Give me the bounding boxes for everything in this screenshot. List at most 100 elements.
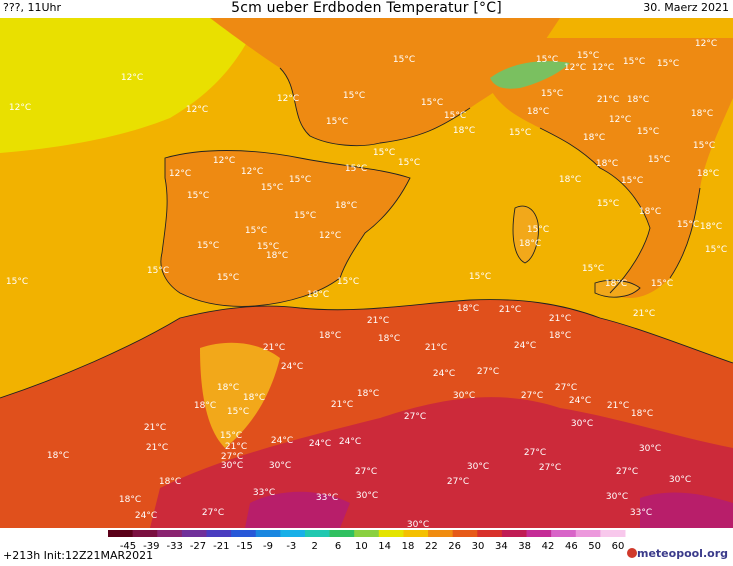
temperature-label: 18°C <box>627 95 649 105</box>
temperature-label: 21°C <box>597 95 619 105</box>
temperature-label: 21°C <box>499 305 521 315</box>
legend-tick-label: 38 <box>518 541 531 552</box>
temperature-label: 18°C <box>631 409 653 419</box>
temperature-label: 12°C <box>213 156 235 166</box>
temperature-label: 30°C <box>221 461 243 471</box>
legend-tick-label: 10 <box>355 541 368 552</box>
temperature-label: 15°C <box>398 158 420 168</box>
temperature-label: 15°C <box>197 241 219 251</box>
legend-tick-label: -3 <box>286 541 296 552</box>
temperature-label: 15°C <box>257 242 279 252</box>
legend-color-bar <box>108 530 626 537</box>
temperature-label: 15°C <box>623 57 645 67</box>
temperature-label: 18°C <box>453 126 475 136</box>
temperature-label: 18°C <box>266 251 288 261</box>
temperature-label: 21°C <box>425 343 447 353</box>
temperature-label: 12°C <box>241 167 263 177</box>
temperature-label: 15°C <box>227 407 249 417</box>
corsica-sardinia <box>513 206 539 263</box>
temperature-label: 30°C <box>356 491 378 501</box>
temperature-label: 24°C <box>569 396 591 406</box>
sicily-coastline <box>594 279 641 298</box>
italy-coastline <box>539 127 701 294</box>
temperature-label: 12°C <box>695 39 717 49</box>
temperature-label: 12°C <box>564 63 586 73</box>
color-legend: -45 -39 -33 -27 -21 -15 -9 -3 2 6 10 14 18 22 26 30 34 38… <box>108 530 626 552</box>
legend-tick-label: -27 <box>190 541 206 552</box>
temperature-label: 24°C <box>514 341 536 351</box>
temperature-label: 30°C <box>639 444 661 454</box>
temperature-map: 12°C12°C 12°C12°C15°C15°C15°C15°C15°C15°C… <box>0 18 733 528</box>
legend-swatch <box>452 530 478 537</box>
alps-cool-area <box>490 61 570 89</box>
temperature-label: 15°C <box>577 51 599 61</box>
temperature-label: 15°C <box>509 128 531 138</box>
temperature-labels: 12°C12°C 12°C12°C15°C15°C15°C15°C15°C15°C… <box>6 39 727 528</box>
temperature-label: 24°C <box>433 369 455 379</box>
temperature-label: 21°C <box>549 314 571 324</box>
legend-tick-label: 2 <box>311 541 317 552</box>
temperature-label: 15°C <box>326 117 348 127</box>
extreme-hot-area-west <box>245 491 350 528</box>
temperature-label: 15°C <box>337 277 359 287</box>
valid-date-label: 30. Maerz 2021 <box>643 1 729 14</box>
legend-tick-label: 34 <box>495 541 508 552</box>
temperature-label: 27°C <box>616 467 638 477</box>
temperature-label: 18°C <box>691 109 713 119</box>
temperature-label: 15°C <box>421 98 443 108</box>
temperature-label: 24°C <box>281 362 303 372</box>
temperature-label: 15°C <box>536 55 558 65</box>
temperature-label: 30°C <box>606 492 628 502</box>
legend-swatch <box>206 530 232 537</box>
temperature-label: 18°C <box>319 331 341 341</box>
temperature-label: 12°C <box>592 63 614 73</box>
temperature-label: 27°C <box>521 391 543 401</box>
temperature-label: 15°C <box>147 266 169 276</box>
atlas-mild-area <box>200 342 280 448</box>
temperature-label: 12°C <box>9 103 31 113</box>
temperature-label: 18°C <box>217 383 239 393</box>
legend-swatch <box>600 530 626 537</box>
temperature-label: 18°C <box>194 401 216 411</box>
temperature-label: 15°C <box>261 183 283 193</box>
brand-link[interactable]: meteopool.org <box>637 547 728 560</box>
temperature-label: 21°C <box>144 423 166 433</box>
legend-tick-label: -15 <box>236 541 252 552</box>
iberia-land <box>160 150 410 307</box>
temperature-label: 33°C <box>630 508 652 518</box>
legend-swatch <box>477 530 503 537</box>
temperature-label: 33°C <box>316 493 338 503</box>
legend-swatch <box>329 530 355 537</box>
legend-tick-label: 30 <box>472 541 485 552</box>
temperature-label: 15°C <box>6 277 28 287</box>
temperature-label: 27°C <box>477 367 499 377</box>
temperature-label: 21°C <box>367 316 389 326</box>
temperature-label: 12°C <box>169 169 191 179</box>
legend-tick-label: 50 <box>588 541 601 552</box>
temperature-label: 12°C <box>121 73 143 83</box>
extreme-hot-area <box>640 492 733 528</box>
temperature-label: 30°C <box>669 475 691 485</box>
temperature-label: 12°C <box>609 115 631 125</box>
temperature-label: 30°C <box>407 520 429 528</box>
legend-swatch <box>551 530 577 537</box>
temperature-label: 15°C <box>657 59 679 69</box>
temperature-label: 15°C <box>289 175 311 185</box>
temperature-label: 15°C <box>444 111 466 121</box>
temperature-label: 21°C <box>633 309 655 319</box>
temperature-label: 18°C <box>307 290 329 300</box>
france-coastline <box>279 67 471 147</box>
temperature-label: 15°C <box>527 225 549 235</box>
legend-tick-label: -21 <box>213 541 229 552</box>
atlantic-north-area <box>0 18 260 153</box>
legend-swatch <box>280 530 306 537</box>
legend-swatch <box>157 530 183 537</box>
temperature-label: 18°C <box>519 239 541 249</box>
temperature-label: 12°C <box>319 231 341 241</box>
temperature-label: 27°C <box>202 508 224 518</box>
legend-swatch <box>526 530 552 537</box>
legend-tick-label: 14 <box>378 541 391 552</box>
temperature-label: 24°C <box>135 511 157 521</box>
temperature-label: 18°C <box>583 133 605 143</box>
